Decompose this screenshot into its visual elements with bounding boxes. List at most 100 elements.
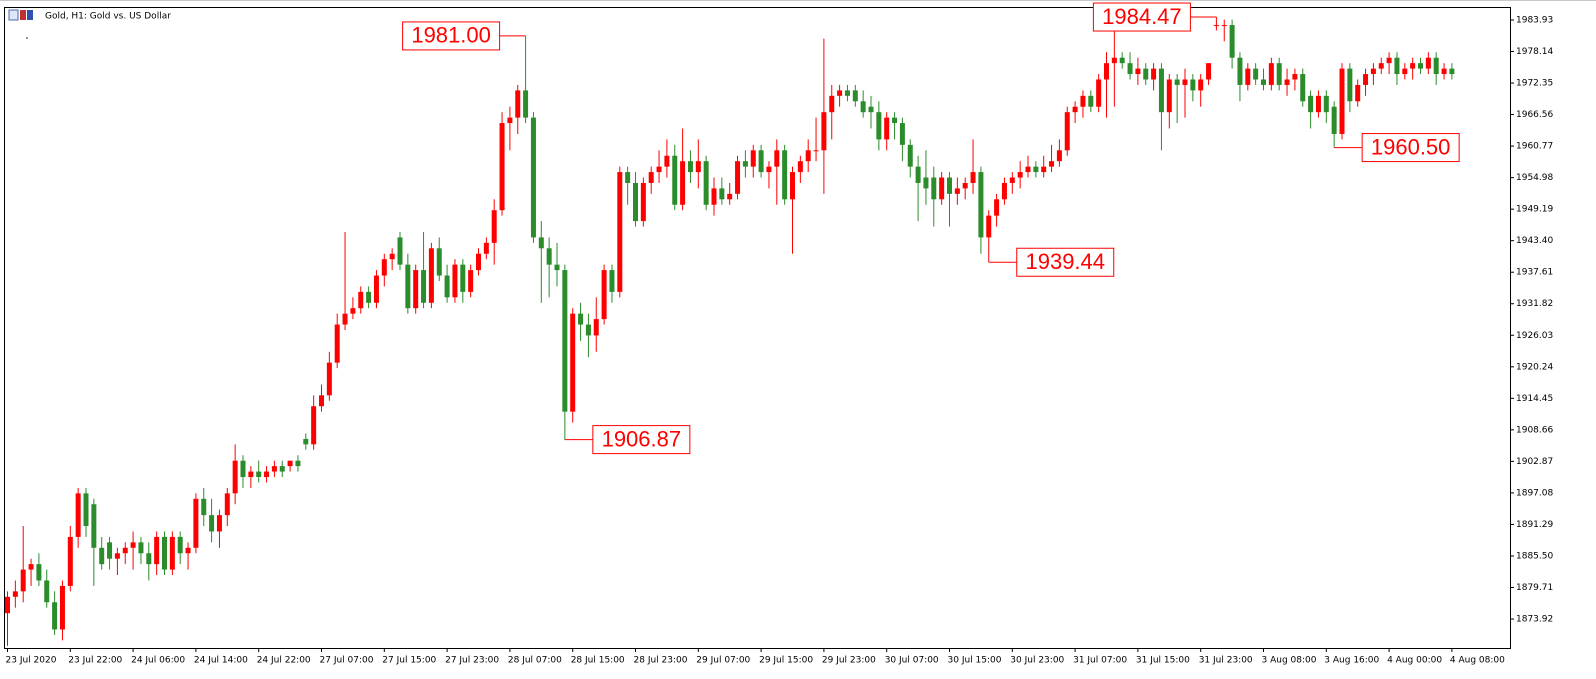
candle-body	[585, 324, 591, 336]
candle-body	[899, 123, 905, 145]
candle-body	[994, 199, 1000, 216]
candle-body	[107, 542, 113, 559]
candle-body	[939, 177, 945, 200]
candle-body	[319, 395, 324, 407]
candle-body	[326, 362, 332, 396]
x-tick-label: 29 Jul 15:00	[759, 656, 813, 666]
annotation-box	[402, 21, 501, 51]
candle-body	[562, 270, 568, 412]
candle-body	[664, 155, 670, 167]
candle-body	[1174, 79, 1180, 85]
candle-body	[687, 161, 693, 173]
candle-body	[303, 438, 309, 445]
candle-body	[962, 182, 968, 189]
candle-body	[703, 161, 709, 205]
candle-body	[766, 166, 772, 173]
y-tick-label: 1983.93	[1516, 15, 1553, 25]
candle-body	[570, 313, 576, 412]
x-tick-label: 29 Jul 23:00	[822, 656, 876, 666]
y-tick-label: 1949.19	[1516, 205, 1553, 215]
candle-body	[264, 471, 270, 478]
candle-body	[91, 504, 97, 548]
candle-body	[483, 242, 489, 254]
candle-body	[554, 264, 560, 271]
x-tick-label: 27 Jul 15:00	[382, 656, 436, 666]
candle-body	[750, 150, 756, 167]
candle-body	[821, 112, 827, 151]
plot-frame	[4, 7, 1511, 649]
candle-body	[1292, 74, 1298, 80]
annotation-label: 1906.87	[602, 426, 682, 451]
candle-body	[12, 591, 18, 597]
candle-body	[1190, 79, 1196, 91]
candle-body	[735, 161, 741, 194]
candle-body	[67, 536, 73, 586]
candle-body	[138, 542, 144, 554]
candle-body	[1253, 68, 1259, 80]
candle-body	[216, 515, 222, 532]
y-tick-label: 1885.50	[1516, 551, 1553, 561]
candle-body	[1198, 79, 1204, 91]
candle-body	[476, 253, 481, 271]
candle-body	[868, 106, 874, 113]
x-tick-label: 23 Jul 22:00	[68, 656, 122, 666]
candle-body	[844, 90, 850, 96]
candle-body	[774, 150, 780, 167]
x-tick-label: 24 Jul 22:00	[257, 656, 311, 666]
indicator-dot	[26, 37, 28, 39]
candle-body	[1017, 172, 1023, 178]
y-tick-label: 1908.66	[1516, 425, 1553, 435]
candle-body	[114, 553, 120, 559]
candle-body	[421, 270, 427, 303]
annotation-box	[1016, 247, 1115, 277]
candle-body	[36, 564, 42, 581]
candle-body	[625, 172, 631, 183]
candle-body	[1300, 74, 1306, 102]
x-tick-label: 30 Jul 23:00	[1010, 656, 1064, 666]
candle-body	[1119, 57, 1125, 64]
candle-body	[405, 264, 411, 309]
x-tick-label: 24 Jul 14:00	[194, 656, 248, 666]
candle-body	[1104, 63, 1109, 80]
candle-body	[381, 259, 387, 276]
candle-body	[83, 493, 89, 527]
candle-body	[358, 291, 364, 309]
candle-body	[311, 406, 317, 445]
candle-body	[507, 117, 513, 124]
y-tick-label: 1943.40	[1516, 236, 1553, 246]
y-tick-label: 1966.56	[1516, 110, 1553, 120]
annotation-box	[592, 425, 691, 455]
candle-body	[884, 117, 890, 140]
candle-body	[1049, 161, 1055, 167]
x-tick-label: 23 Jul 2020	[6, 656, 57, 666]
candle-body	[782, 150, 788, 200]
candle-body	[1394, 57, 1400, 75]
candle-body	[601, 270, 607, 320]
candle-body	[790, 172, 795, 200]
candle-body	[1009, 177, 1015, 183]
x-tick-label: 3 Aug 08:00	[1262, 656, 1317, 666]
candle-body	[892, 117, 898, 124]
candle-body	[633, 182, 638, 222]
candle-body	[530, 117, 536, 238]
candle-body	[1386, 57, 1392, 64]
candle-body	[177, 536, 183, 554]
x-tick-label: 4 Aug 08:00	[1450, 656, 1505, 666]
candle-body	[1339, 68, 1345, 134]
candle-body	[1410, 63, 1416, 69]
candle-body	[672, 155, 678, 205]
annotation-box	[1092, 2, 1191, 32]
candle-body	[1025, 166, 1031, 173]
candle-body	[130, 542, 136, 548]
candle-body	[711, 188, 717, 205]
y-tick-label: 1873.92	[1516, 615, 1553, 625]
y-tick-label: 1926.03	[1516, 331, 1553, 341]
candle-body	[1323, 95, 1329, 113]
y-tick-label: 1978.14	[1516, 47, 1553, 57]
candle-body	[334, 324, 340, 363]
candle-body	[1355, 84, 1361, 102]
candle-body	[1041, 166, 1047, 173]
candle-body	[1001, 182, 1007, 200]
